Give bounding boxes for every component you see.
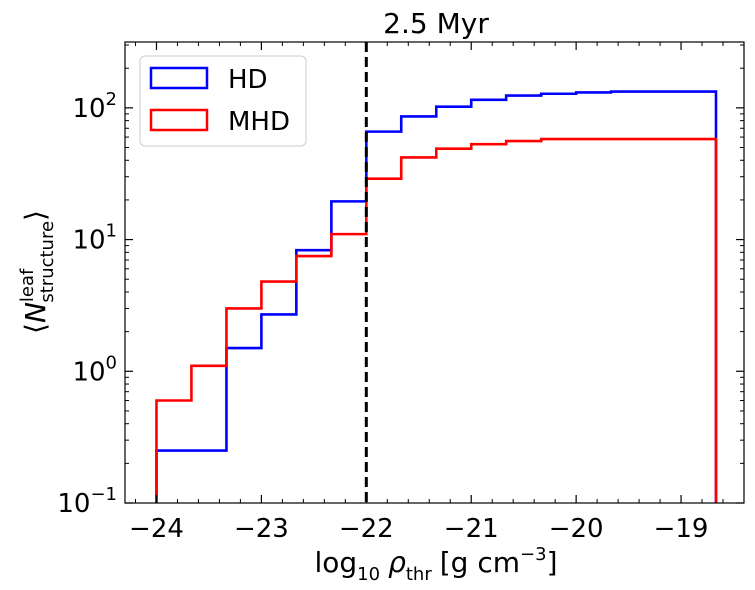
legend-label-mhd: MHD [228, 107, 290, 137]
legend-box [139, 55, 307, 147]
x-tick-label: −22 [339, 514, 394, 544]
y-tick-label: 10−1 [57, 484, 117, 519]
x-axis-label: log10 ρthr [g cm−3] [314, 544, 557, 585]
chart-title: 2.5 Myr [383, 7, 489, 40]
y-tick-label-base: 10 [72, 94, 105, 124]
y-tick-label-exponent: 0 [106, 352, 117, 373]
y-tick-label-base: 10 [72, 357, 105, 387]
legend-label-hd: HD [228, 65, 268, 95]
x-tick-label: −23 [234, 514, 289, 544]
y-axis-label: ⟨Nleafstructure⟩ [17, 210, 58, 334]
y-tick-label-base: 10 [72, 226, 105, 256]
x-tick-label: −24 [129, 514, 184, 544]
y-tick-label-base: 10 [57, 489, 90, 519]
y-tick-label-exponent: 1 [106, 221, 117, 242]
y-tick-label-exponent: −1 [90, 484, 117, 505]
y-tick-label-exponent: 2 [106, 89, 117, 110]
x-tick-label: −19 [654, 514, 709, 544]
legend-swatch-hd [149, 66, 209, 90]
series-layer [155, 90, 718, 503]
series-line-mhd [155, 137, 718, 503]
x-tick-label: −21 [444, 514, 499, 544]
y-tick-label: 100 [72, 352, 117, 387]
y-tick-label: 102 [72, 89, 117, 124]
series-line-hd [155, 90, 718, 503]
axes-frame [124, 41, 745, 504]
legend-swatch-mhd [149, 108, 209, 132]
y-tick-label: 101 [72, 221, 117, 256]
x-tick-label: −20 [549, 514, 604, 544]
legend: HD MHD [139, 55, 307, 147]
